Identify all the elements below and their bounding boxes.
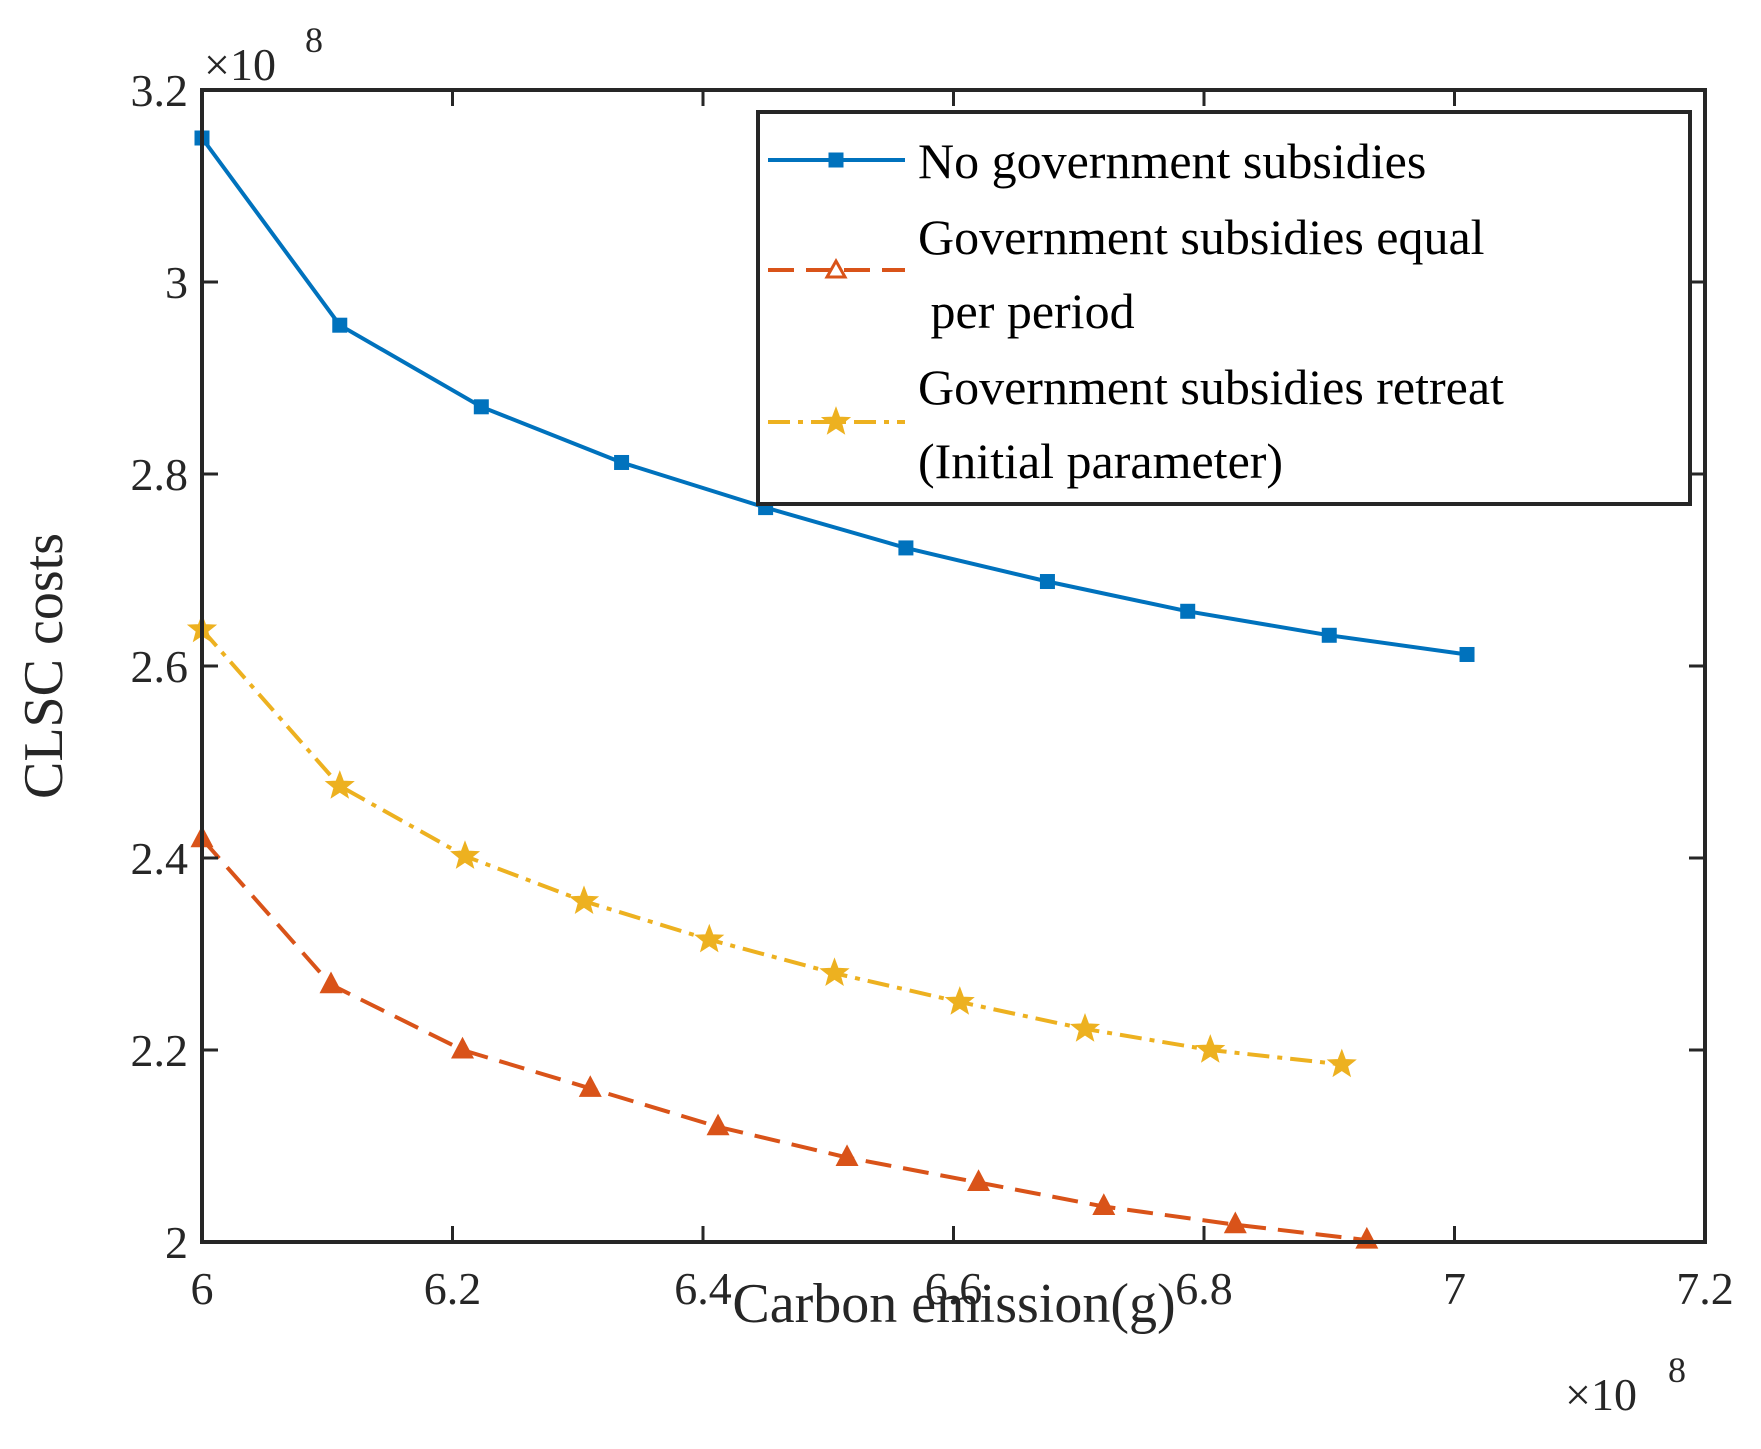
data-point (319, 971, 343, 994)
y-exponent: ×10 8 (204, 20, 323, 90)
ticks-layer (200, 88, 1707, 1244)
legend-box (756, 110, 1692, 506)
series-line (200, 628, 1343, 1067)
y-tick-label: 2 (165, 1217, 188, 1268)
series-line (200, 136, 1468, 657)
y-exponent-power: 8 (305, 20, 323, 60)
legend-marker-triangle (824, 257, 848, 279)
legend-entry-equal-per-period: Government subsidies equal per period (768, 209, 1485, 339)
data-point (706, 1113, 730, 1136)
data-point (835, 1144, 859, 1167)
data-point (324, 770, 355, 799)
data-point (1321, 627, 1337, 643)
data-point (568, 885, 600, 914)
x-exponent-base: ×10 (1565, 1369, 1637, 1420)
data-point (1223, 1211, 1247, 1234)
x-tick-label: 7 (1443, 1263, 1466, 1314)
data-point (1069, 1013, 1101, 1042)
legend-text-no-subsidies: No government subsidies (918, 133, 1426, 189)
y-axis-label: CLSC costs (13, 533, 75, 799)
series-layer (186, 130, 1475, 1249)
legend-text-retreat-line1: Government subsidies retreat (918, 359, 1504, 415)
data-point (1195, 1034, 1226, 1063)
legend-marker-star (820, 406, 852, 435)
x-tick-label: 6 (191, 1263, 214, 1314)
data-point (451, 1036, 475, 1059)
x-tick-label: 6.4 (674, 1263, 732, 1314)
y-tick-label: 2.6 (131, 641, 189, 692)
legend-marker-square (828, 152, 844, 168)
legend-text-equal-line2: per period (918, 283, 1135, 339)
data-point (473, 399, 489, 415)
data-point (694, 923, 725, 953)
y-tick-label: 2.8 (131, 449, 189, 500)
y-tick-label: 3 (165, 257, 188, 308)
data-point (614, 454, 630, 470)
data-point (578, 1075, 602, 1097)
data-point (1326, 1048, 1357, 1078)
data-point (1180, 603, 1196, 619)
x-tick-label: 6.6 (925, 1263, 983, 1314)
data-point (1459, 646, 1475, 662)
series-line (200, 837, 1368, 1243)
x-exponent-power: 8 (1668, 1350, 1686, 1390)
x-axis-label: Carbon emission(g) (732, 1273, 1175, 1335)
series-0 (194, 130, 1475, 662)
data-point (898, 540, 914, 556)
data-point (1039, 574, 1055, 590)
data-point (1092, 1193, 1116, 1215)
series-1 (190, 825, 1379, 1249)
data-point (450, 840, 481, 869)
x-tick-labels: 6 6.2 6.4 6.6 6.8 7 7.2 (191, 1263, 1734, 1314)
y-tick-labels: 2 2.2 2.4 2.6 2.8 3 3.2 (131, 65, 189, 1268)
x-exponent: ×10 8 (1565, 1350, 1686, 1420)
data-point (332, 317, 348, 333)
y-tick-label: 2.2 (131, 1025, 189, 1076)
legend-entry-no-subsidies: No government subsidies (768, 133, 1426, 189)
legend: No government subsidies Government subsi… (756, 110, 1692, 506)
y-tick-label: 3.2 (131, 65, 189, 116)
y-tick-label: 2.4 (131, 833, 189, 884)
data-point (944, 986, 975, 1015)
x-tick-label: 6.2 (424, 1263, 482, 1314)
data-point (819, 957, 850, 986)
series-2 (186, 613, 1357, 1078)
x-tick-label: 6.8 (1175, 1263, 1233, 1314)
x-tick-label: 7.2 (1676, 1263, 1734, 1314)
legend-text-retreat-line2: (Initial parameter) (918, 433, 1283, 489)
data-point (967, 1169, 991, 1191)
y-exponent-base: ×10 (204, 39, 276, 90)
legend-text-equal-line1: Government subsidies equal (918, 209, 1485, 265)
legend-entry-retreat: Government subsidies retreat (Initial pa… (768, 359, 1504, 489)
